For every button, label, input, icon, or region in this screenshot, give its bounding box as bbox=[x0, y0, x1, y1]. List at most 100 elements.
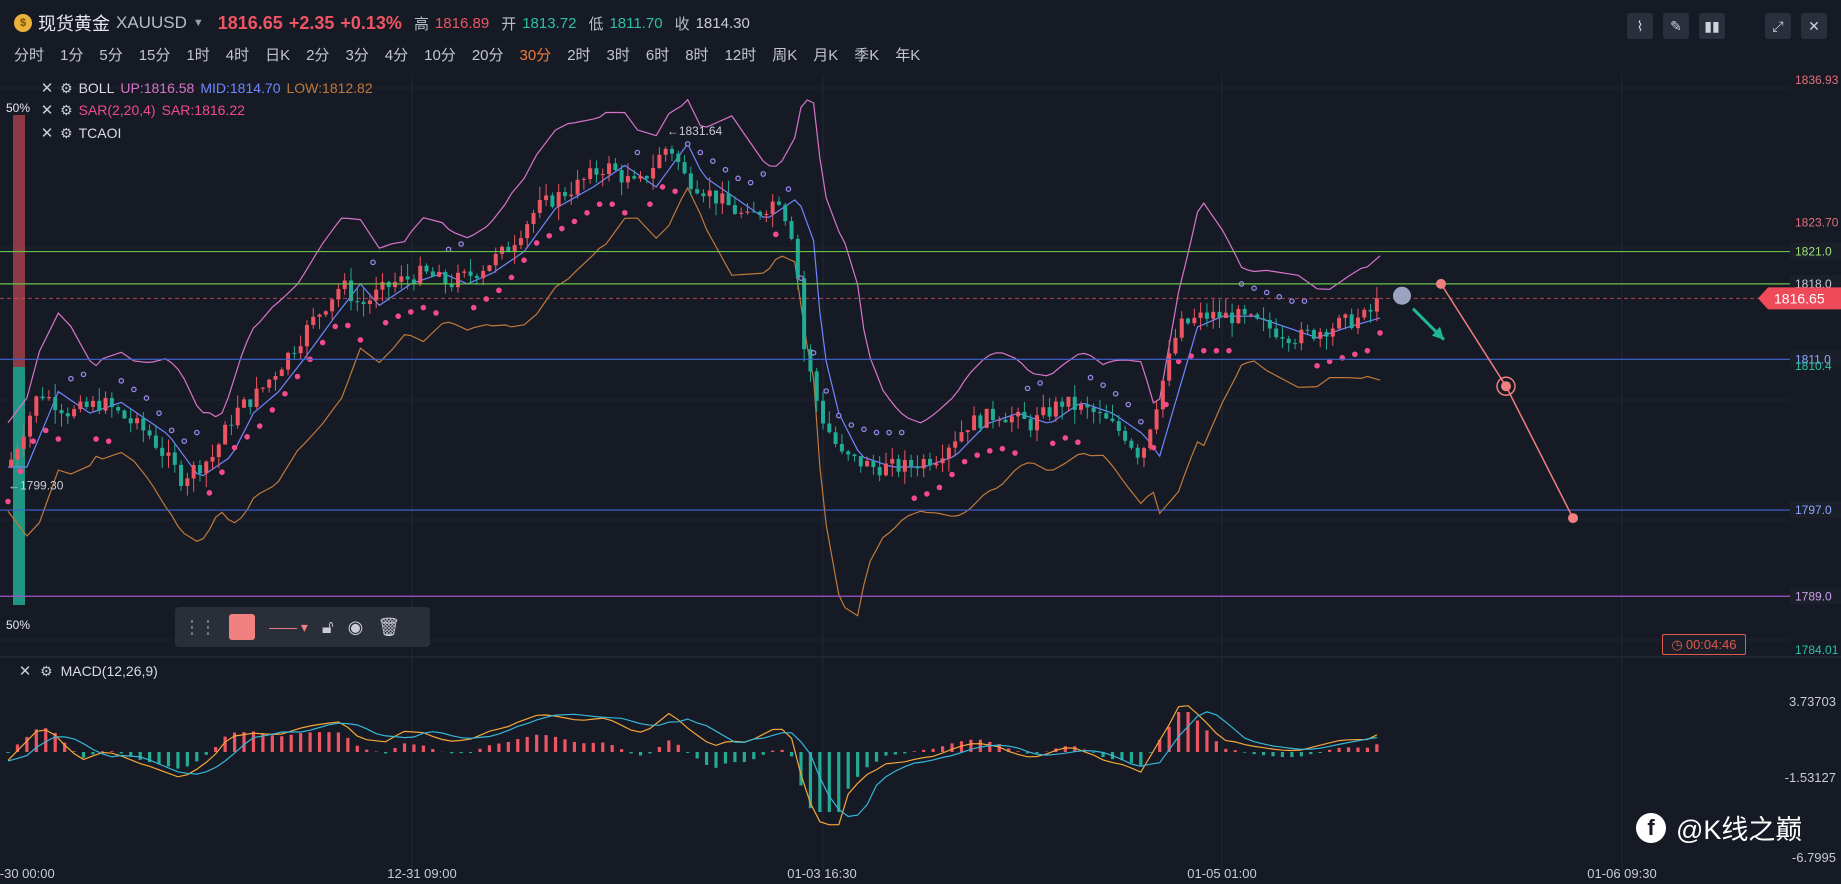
timeframe-tab[interactable]: 季K bbox=[854, 47, 880, 64]
candle bbox=[795, 238, 800, 279]
candle-type-icon[interactable]: ▮▮ bbox=[1699, 13, 1725, 39]
timeframe-tab[interactable]: 8时 bbox=[685, 47, 709, 64]
macd-bar bbox=[1025, 752, 1030, 754]
close-icon[interactable]: ✕ bbox=[40, 102, 54, 119]
macd-bar bbox=[148, 752, 152, 763]
timeframe-tab[interactable]: 日K bbox=[265, 47, 291, 64]
fullscreen-icon[interactable]: ⤢ bbox=[1765, 13, 1791, 39]
macd-bar bbox=[261, 733, 265, 752]
candle bbox=[688, 173, 693, 190]
gear-icon[interactable]: ⚙ bbox=[60, 101, 73, 118]
sar-dot bbox=[810, 350, 817, 356]
timeframe-tab[interactable]: 10分 bbox=[424, 47, 456, 64]
color-swatch[interactable] bbox=[229, 614, 255, 640]
candle bbox=[928, 458, 933, 466]
sar-dot bbox=[1364, 347, 1371, 354]
timeframe-tab[interactable]: 30分 bbox=[519, 47, 552, 64]
macd-axis-label: 3.73703 bbox=[1789, 694, 1836, 709]
lock-icon[interactable]: 🔓︎ bbox=[321, 616, 334, 637]
timeframe-tab[interactable]: 1时 bbox=[186, 47, 210, 64]
close-icon[interactable]: ✕ bbox=[1801, 13, 1827, 39]
timeframe-tab[interactable]: 4分 bbox=[384, 47, 409, 64]
chevron-down-icon[interactable]: ▼ bbox=[192, 17, 204, 29]
macd-bar bbox=[129, 752, 133, 757]
close-icon[interactable]: ✕ bbox=[40, 125, 54, 142]
timeframe-tab[interactable]: 15分 bbox=[138, 47, 171, 64]
sar-dot bbox=[659, 184, 666, 190]
macd-bar bbox=[761, 752, 765, 755]
gear-icon[interactable]: ⚙ bbox=[40, 662, 53, 679]
timeframe-tab[interactable]: 4时 bbox=[225, 47, 250, 64]
macd-bar bbox=[563, 739, 567, 752]
sar-dot bbox=[1314, 362, 1320, 369]
symbol-code[interactable]: XAUUSD bbox=[116, 13, 187, 32]
sar-dot bbox=[256, 423, 263, 429]
timeframe-tab[interactable]: 5分 bbox=[99, 47, 123, 64]
candle bbox=[1186, 318, 1191, 324]
candle bbox=[1324, 331, 1329, 337]
macd-bar bbox=[912, 751, 916, 752]
macd-bar bbox=[846, 752, 850, 789]
candle bbox=[776, 201, 781, 205]
line-style-select[interactable]: —— ▾ bbox=[269, 618, 308, 635]
timeframe-tab[interactable]: 2时 bbox=[567, 47, 591, 64]
gear-icon[interactable]: ⚙ bbox=[60, 124, 73, 141]
macd-bar bbox=[629, 752, 633, 754]
candle bbox=[839, 443, 844, 452]
candle bbox=[877, 467, 882, 476]
candle bbox=[1198, 312, 1203, 318]
price-axis-label: 1818.0 bbox=[1795, 277, 1832, 291]
gear-icon[interactable]: ⚙ bbox=[60, 79, 73, 96]
timeframe-tab[interactable]: 20分 bbox=[471, 47, 504, 64]
candle bbox=[1072, 396, 1077, 410]
countdown-text: 00:04:46 bbox=[1685, 637, 1737, 652]
timeframe-tab[interactable]: 2分 bbox=[306, 47, 330, 64]
candle bbox=[500, 246, 505, 254]
macd-bar bbox=[544, 735, 548, 752]
sar-dot bbox=[1125, 401, 1132, 408]
sar-dot bbox=[219, 469, 225, 476]
candle bbox=[1305, 329, 1310, 331]
candle bbox=[865, 460, 870, 467]
candle bbox=[128, 418, 133, 424]
drag-handle-icon[interactable]: ⋮⋮ bbox=[183, 616, 217, 637]
sar-dot bbox=[332, 323, 339, 330]
timeframe-tab[interactable]: 3时 bbox=[606, 47, 630, 64]
draw-pen-icon[interactable]: ✎ bbox=[1663, 13, 1689, 39]
timeframe-tab[interactable]: 12时 bbox=[724, 47, 757, 64]
candle bbox=[651, 168, 656, 179]
macd-bar bbox=[733, 752, 737, 763]
close-icon[interactable]: ✕ bbox=[40, 80, 54, 97]
candle bbox=[90, 400, 95, 407]
candle bbox=[890, 458, 895, 464]
timeframe-tab[interactable]: 6时 bbox=[645, 47, 670, 64]
sar-value: SAR:1816.22 bbox=[161, 102, 245, 118]
candle bbox=[707, 190, 712, 197]
timeframe-tab[interactable]: 年K bbox=[895, 47, 921, 64]
timeframe-tab[interactable]: 月K bbox=[813, 47, 839, 64]
macd-bar bbox=[1073, 746, 1077, 752]
tcaoi-legend: ✕ ⚙ TCAOI bbox=[40, 124, 122, 143]
indicator-icon[interactable]: ⌇ bbox=[1627, 13, 1653, 39]
timeframe-tab[interactable]: 周K bbox=[772, 47, 798, 64]
trash-icon[interactable]: 🗑︎ bbox=[377, 616, 401, 637]
macd-bar bbox=[931, 748, 935, 752]
macd-bar bbox=[1318, 752, 1322, 753]
timeframe-tab[interactable]: 3分 bbox=[345, 47, 369, 64]
macd-bar bbox=[242, 732, 246, 752]
price-axis-label: 1810.4 bbox=[1795, 359, 1832, 373]
candle bbox=[1097, 412, 1102, 414]
price-axis-label: 1789.0 bbox=[1795, 589, 1832, 603]
timeframe-tab[interactable]: 分时 bbox=[14, 47, 45, 64]
eye-icon[interactable]: ◉ bbox=[347, 616, 364, 637]
candle bbox=[53, 397, 58, 411]
macd-bar bbox=[752, 752, 756, 760]
sar-dot bbox=[5, 498, 11, 505]
timeframe-tab[interactable]: 1分 bbox=[60, 47, 84, 64]
close-icon[interactable]: ✕ bbox=[18, 663, 32, 680]
candle bbox=[78, 401, 83, 410]
clock-icon: ◷ bbox=[1671, 636, 1683, 652]
macd-bar bbox=[1271, 752, 1275, 757]
candle bbox=[1003, 419, 1008, 423]
